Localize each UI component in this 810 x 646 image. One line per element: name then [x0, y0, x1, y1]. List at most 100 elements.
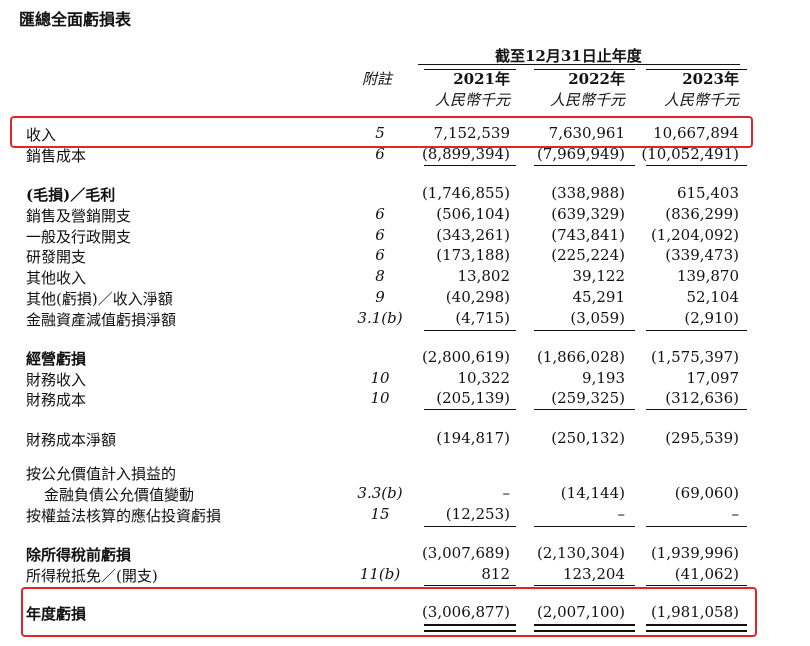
subtotal-rule [646, 330, 747, 331]
row-value: (2,910) [684, 309, 739, 327]
row-value: (506,104) [436, 205, 510, 223]
row-value: (10,052,491) [641, 145, 739, 163]
subtotal-rule [534, 165, 635, 166]
row-note: 10 [370, 369, 390, 387]
note-column-header: 附註 [362, 70, 393, 88]
row-value: – [731, 505, 740, 523]
header-year-rule [424, 69, 516, 70]
revenue-highlight-box [10, 116, 753, 148]
row-note: 9 [375, 288, 385, 306]
header-year-rule [646, 69, 747, 70]
header-year-rule [534, 69, 635, 70]
subtotal-rule [534, 330, 635, 331]
row-value: 10,667,894 [653, 124, 739, 142]
row-value: (1,939,996) [650, 544, 739, 562]
row-note: 3.3(b) [357, 484, 403, 502]
row-value: (4,715) [455, 309, 510, 327]
period-header: 截至12月31日止年度 [495, 47, 642, 65]
total-double-rule [424, 624, 516, 632]
row-note: 15 [370, 505, 390, 523]
row-label: 所得稅抵免／(開支) [26, 567, 158, 585]
row-value: – [502, 484, 511, 502]
row-value: (8,899,394) [421, 145, 510, 163]
row-value: (41,062) [674, 565, 739, 583]
row-value: 39,122 [572, 267, 626, 285]
row-note: 6 [375, 246, 385, 264]
subtotal-rule [646, 585, 747, 586]
row-value: (40,298) [445, 288, 510, 306]
row-value: (639,329) [551, 205, 625, 223]
row-value: – [617, 505, 626, 523]
row-label: 銷售及營銷開支 [26, 207, 132, 225]
row-value: (225,224) [551, 246, 625, 264]
row-value: (1,746,855) [421, 184, 510, 202]
row-note: 8 [375, 267, 385, 285]
row-note: 11(b) [359, 565, 401, 583]
row-value: (12,253) [445, 505, 510, 523]
row-value: 45,291 [572, 288, 626, 306]
row-label: 按權益法核算的應佔投資虧損 [26, 507, 222, 525]
row-note: 3.1(b) [357, 309, 403, 327]
row-value: (836,299) [665, 205, 739, 223]
period-underline [418, 64, 740, 65]
row-value: 139,870 [676, 267, 739, 285]
row-value: (312,636) [665, 389, 739, 407]
currency-2022: 人民幣千元 [549, 91, 625, 109]
row-label: (毛損)／毛利 [26, 186, 116, 204]
row-label: 財務成本淨額 [26, 431, 117, 449]
subtotal-rule [424, 165, 516, 166]
row-note: 6 [375, 145, 385, 163]
row-value: 9,193 [582, 369, 625, 387]
row-value: 123,204 [562, 565, 625, 583]
row-value: (743,841) [551, 226, 625, 244]
row-label: 金融資產減值虧損淨額 [26, 311, 177, 329]
row-value: 52,104 [686, 288, 740, 306]
row-label: 一般及行政開支 [26, 228, 132, 246]
row-value: (194,817) [436, 429, 510, 447]
row-value: (338,988) [551, 184, 625, 202]
row-value: (259,325) [551, 389, 625, 407]
row-value: (2,800,619) [421, 348, 510, 366]
row-note: 5 [375, 124, 385, 142]
row-value: (3,059) [570, 309, 625, 327]
row-label: 除所得稅前虧損 [26, 546, 132, 564]
subtotal-rule [646, 409, 747, 410]
subtotal-rule [534, 585, 635, 586]
loss-highlight-box [21, 587, 757, 637]
row-value: 13,802 [457, 267, 511, 285]
row-value: (343,261) [436, 226, 510, 244]
subtotal-rule [646, 165, 747, 166]
row-label: 收入 [26, 126, 57, 144]
currency-2021: 人民幣千元 [434, 91, 510, 109]
subtotal-rule [424, 330, 516, 331]
row-value: 7,152,539 [433, 124, 510, 142]
year-2022-header: 2022年 [568, 70, 625, 88]
year-2023-header: 2023年 [682, 70, 739, 88]
row-label: 按公允價值計入損益的 [26, 465, 177, 483]
row-note: 10 [370, 389, 390, 407]
row-value: 812 [481, 565, 510, 583]
subtotal-rule [424, 585, 516, 586]
row-label: 財務收入 [26, 371, 87, 389]
row-value: (3,007,689) [421, 544, 510, 562]
row-value: 7,630,961 [548, 124, 625, 142]
row-label: 年度虧損 [26, 605, 87, 623]
subtotal-rule [646, 526, 747, 527]
row-value: (2,007,100) [536, 603, 625, 621]
total-double-rule [534, 624, 635, 632]
row-label: 其他(虧損)／收入淨額 [26, 290, 173, 308]
row-note: 6 [375, 226, 385, 244]
row-value: (1,204,092) [650, 226, 739, 244]
row-value: (295,539) [665, 429, 739, 447]
row-value: (14,144) [560, 484, 625, 502]
row-value: (205,139) [436, 389, 510, 407]
row-label: 銷售成本 [26, 147, 87, 165]
row-value: 17,097 [686, 369, 740, 387]
row-label: 研發開支 [26, 248, 87, 266]
subtotal-rule [424, 409, 516, 410]
row-value: 615,403 [676, 184, 739, 202]
row-value: (250,132) [551, 429, 625, 447]
row-value: (1,575,397) [650, 348, 739, 366]
row-label: 金融負債公允價值變動 [44, 486, 195, 504]
row-note: 6 [375, 205, 385, 223]
